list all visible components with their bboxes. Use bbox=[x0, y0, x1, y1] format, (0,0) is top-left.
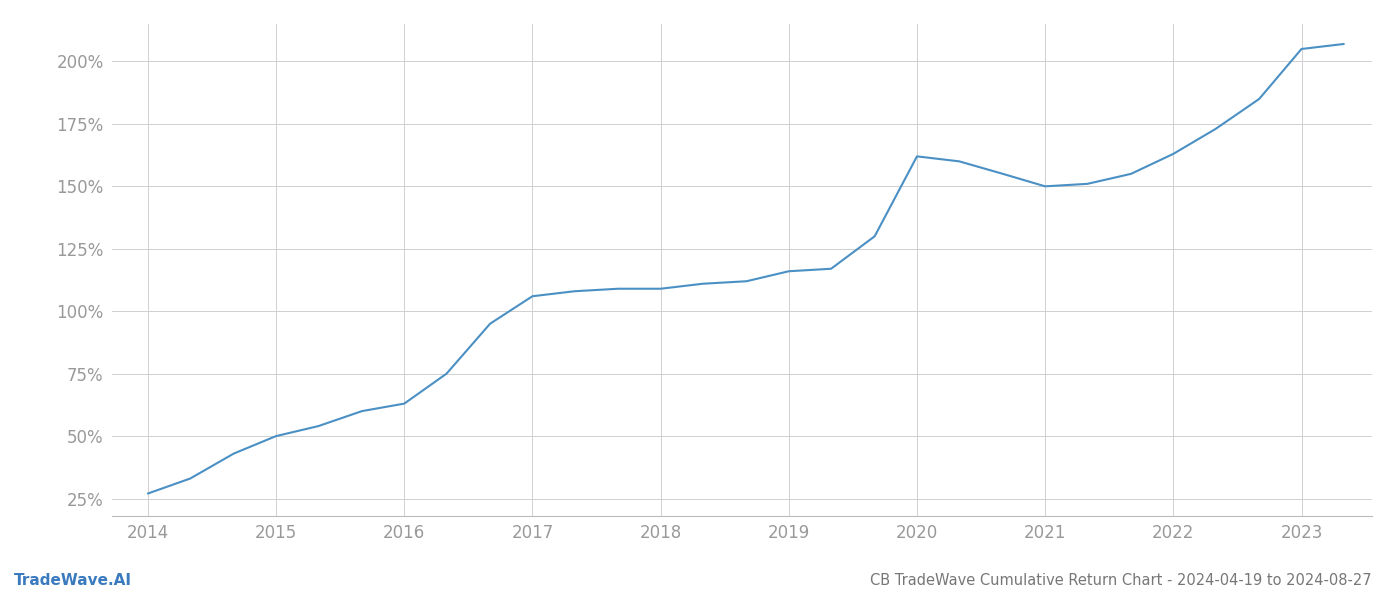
Text: CB TradeWave Cumulative Return Chart - 2024-04-19 to 2024-08-27: CB TradeWave Cumulative Return Chart - 2… bbox=[871, 573, 1372, 588]
Text: TradeWave.AI: TradeWave.AI bbox=[14, 573, 132, 588]
